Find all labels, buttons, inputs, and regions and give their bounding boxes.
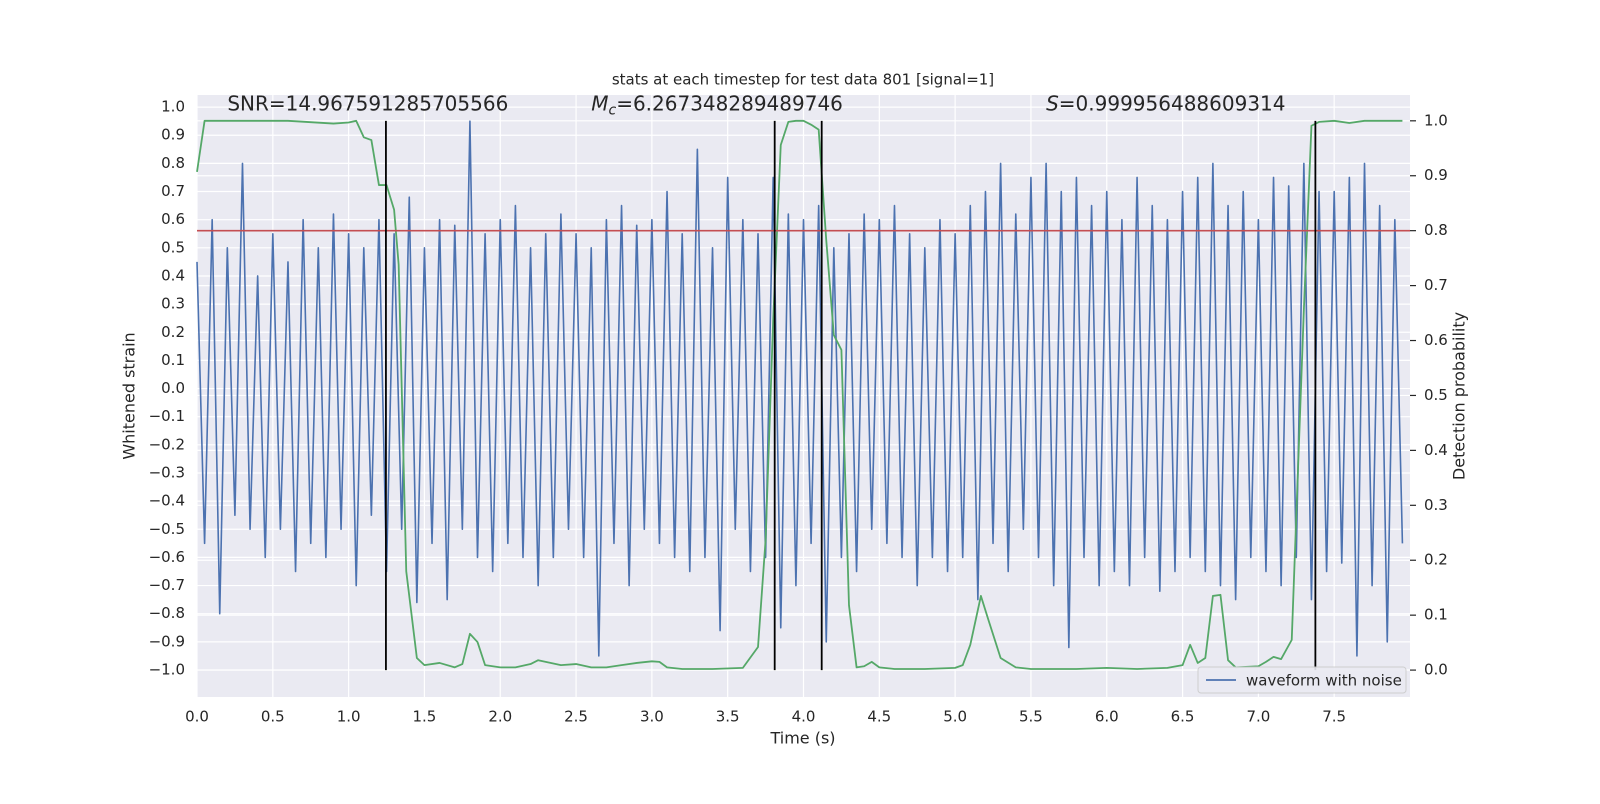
x-axis-label: Time (s) (769, 729, 835, 748)
y-tick-label: −0.5 (149, 520, 185, 538)
annotation-text: SNR=14.967591285705566 (227, 91, 508, 115)
y2-tick-label: 0.9 (1424, 166, 1448, 184)
y-tick-label: −0.3 (149, 463, 185, 481)
y-tick-label: 0.8 (161, 154, 185, 172)
y-tick-label: 1.0 (161, 98, 185, 116)
x-tick-label: 2.5 (564, 708, 588, 726)
x-tick-label: 5.5 (1019, 708, 1043, 726)
y2-tick-label: 0.7 (1424, 276, 1448, 294)
x-tick-label: 2.0 (488, 708, 512, 726)
annotation-subscript: c (608, 102, 616, 118)
x-tick-label: 0.0 (185, 708, 209, 726)
y2-tick-label: 0.5 (1424, 386, 1448, 404)
series-line (196, 119, 1403, 670)
y-tick-label: −0.4 (149, 492, 185, 510)
x-tick-label: 1.5 (413, 708, 437, 726)
y-tick-label: 0.6 (161, 210, 185, 228)
y-axis-label: Whitened strain (120, 332, 139, 459)
y-tick-label: −1.0 (149, 660, 185, 678)
y-tick-label: 0.9 (161, 126, 185, 144)
y-tick-label: 0.7 (161, 182, 185, 200)
x-tick-label: 7.5 (1322, 708, 1346, 726)
y-tick-label: 0.3 (161, 295, 185, 313)
x-tick-label: 4.5 (867, 708, 891, 726)
y2-tick-label: 0.8 (1424, 221, 1448, 239)
x-tick-label: 6.5 (1171, 708, 1195, 726)
y2-tick-label: 0.4 (1424, 441, 1448, 459)
annotation-text: =6.267348289489746 (616, 91, 843, 115)
annotation: SNR=14.967591285705566 (227, 91, 508, 115)
y2-tick-label: 0.6 (1424, 331, 1448, 349)
y2-tick-label: 0.0 (1424, 661, 1448, 679)
x-tick-label: 0.5 (261, 708, 285, 726)
y-tick-label: 0.2 (161, 323, 185, 341)
y-tick-label: −0.9 (149, 632, 185, 650)
x-tick-label: 4.0 (792, 708, 816, 726)
chart-title: stats at each timestep for test data 801… (612, 71, 994, 89)
y2-tick-label: 0.2 (1424, 551, 1448, 569)
y-tick-label: −0.7 (149, 576, 185, 594)
y-tick-label: 0.4 (161, 266, 185, 284)
annotation: Mc=6.267348289489746 (591, 91, 843, 119)
legend-label: waveform with noise (1246, 672, 1402, 690)
annotation-text: =0.999956488609314 (1059, 91, 1286, 115)
series-line (196, 120, 1404, 657)
x-tick-label: 1.0 (337, 708, 361, 726)
annotation-symbol: M (591, 91, 608, 115)
y-tick-label: −0.2 (149, 435, 185, 453)
annotation-symbol: S (1046, 91, 1059, 115)
x-tick-label: 7.0 (1246, 708, 1270, 726)
y-tick-label: −0.1 (149, 407, 185, 425)
y2-tick-label: 0.3 (1424, 496, 1448, 514)
y-tick-label: −0.6 (149, 548, 185, 566)
y2-tick-label: 1.0 (1424, 111, 1448, 129)
y-tick-label: −0.8 (149, 604, 185, 622)
x-tick-label: 3.0 (640, 708, 664, 726)
y2-axis-label: Detection probability (1450, 312, 1469, 480)
x-tick-label: 3.5 (716, 708, 740, 726)
y-tick-label: 0.1 (161, 351, 185, 369)
annotation: S=0.999956488609314 (1046, 91, 1285, 115)
y-tick-label: 0.5 (161, 238, 185, 256)
legend-box (1197, 666, 1407, 694)
x-tick-label: 6.0 (1095, 708, 1119, 726)
x-tick-label: 5.0 (943, 708, 967, 726)
y2-tick-label: 0.1 (1424, 606, 1448, 624)
y-tick-label: 0.0 (161, 379, 185, 397)
